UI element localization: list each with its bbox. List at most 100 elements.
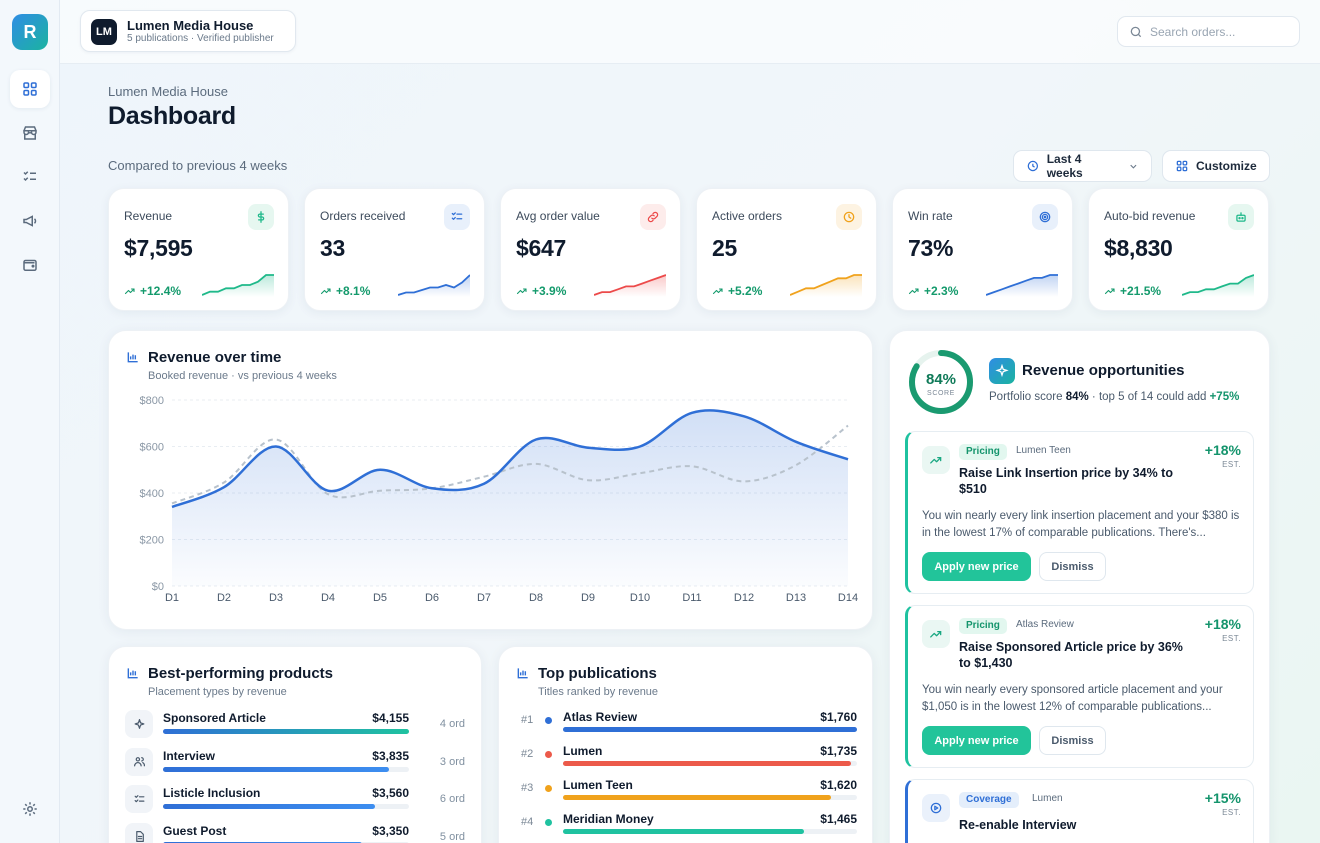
apply-new-price-button[interactable]: Apply new price bbox=[922, 552, 1031, 581]
y-tick-label: $400 bbox=[140, 488, 164, 500]
opportunity-publication: Lumen bbox=[1032, 793, 1063, 804]
sidebar: R bbox=[0, 0, 60, 843]
app-logo[interactable]: R bbox=[12, 14, 48, 50]
kpi-sparkline-area bbox=[1182, 275, 1254, 297]
kpi-card[interactable]: Orders received 33 +8.1% bbox=[304, 188, 485, 311]
customize-button[interactable]: Customize bbox=[1162, 150, 1270, 182]
kpi-sparkline bbox=[398, 274, 470, 297]
product-row[interactable]: Sponsored Article $4,155 4 ord bbox=[125, 710, 465, 746]
kpi-sparkline-area bbox=[790, 275, 862, 297]
publication-row[interactable]: #3 Lumen Teen $1,620 bbox=[521, 778, 857, 808]
opportunity-icon-box bbox=[922, 794, 950, 822]
kpi-value: $647 bbox=[516, 235, 566, 261]
kpi-icon-box bbox=[640, 204, 666, 230]
sparkle-icon bbox=[134, 718, 144, 729]
clock-icon bbox=[1027, 160, 1039, 172]
kpi-card[interactable]: Active orders 25 +5.2% bbox=[696, 188, 877, 311]
sidebar-item-marketplace[interactable] bbox=[10, 114, 50, 152]
kpi-value: $8,830 bbox=[1104, 235, 1173, 261]
opportunities-card: 84% SCORE Revenue opportunities Portfoli… bbox=[889, 330, 1270, 843]
grid-icon bbox=[23, 82, 37, 96]
publication-dot bbox=[545, 819, 552, 826]
score-ring: 84% SCORE bbox=[909, 350, 973, 414]
brand-name: Lumen Media House bbox=[127, 18, 254, 33]
topbar: LM Lumen Media House 5 publications · Ve… bbox=[60, 0, 1320, 64]
link-icon bbox=[647, 211, 659, 223]
kpi-delta: +2.3% bbox=[908, 284, 958, 298]
dollar-icon bbox=[257, 211, 265, 223]
opportunity-tag: Pricing bbox=[959, 444, 1007, 460]
product-row[interactable]: Listicle Inclusion $3,560 6 ord bbox=[125, 785, 465, 821]
current-series-area bbox=[172, 410, 848, 586]
search-box[interactable] bbox=[1117, 16, 1300, 47]
product-bar-fill bbox=[163, 841, 363, 843]
opportunity-card[interactable]: Coverage Lumen +15% EST. Re-enable Interview bbox=[905, 779, 1254, 843]
kpi-label: Active orders bbox=[712, 209, 783, 223]
grid-icon bbox=[1176, 160, 1188, 172]
kpi-delta: +21.5% bbox=[1104, 284, 1161, 298]
publication-row[interactable]: #1 Atlas Review $1,760 bbox=[521, 710, 857, 740]
products-card: Best-performing products Placement types… bbox=[108, 646, 482, 843]
kpi-card[interactable]: Revenue $7,595 +12.4% bbox=[108, 188, 289, 311]
sidebar-item-orders[interactable] bbox=[10, 158, 50, 196]
sidebar-item-dashboard[interactable] bbox=[10, 70, 50, 108]
publication-rank: #1 bbox=[521, 714, 534, 726]
trend-up-icon bbox=[124, 288, 135, 295]
publication-row[interactable]: #2 Lumen $1,735 bbox=[521, 744, 857, 774]
x-tick-label: D10 bbox=[630, 592, 650, 604]
revenue-chart-title: Revenue over time bbox=[148, 349, 282, 366]
kpi-sparkline-line bbox=[1182, 274, 1254, 296]
opportunity-description: You win nearly every sponsored article p… bbox=[922, 684, 1223, 713]
product-icon-box bbox=[125, 822, 153, 843]
product-row[interactable]: Interview $3,835 3 ord bbox=[125, 747, 465, 784]
opportunity-card[interactable]: Pricing Atlas Review +18% EST. Raise Sponsor… bbox=[905, 605, 1254, 768]
bar-chart-icon bbox=[127, 352, 138, 363]
x-tick-label: D8 bbox=[529, 592, 543, 604]
trend-up-icon bbox=[516, 288, 527, 295]
summary-score: 84% bbox=[1065, 391, 1089, 403]
brand-avatar: LM bbox=[91, 19, 117, 45]
trend-up-icon bbox=[1104, 288, 1115, 295]
dismiss-button[interactable]: Dismiss bbox=[1039, 552, 1106, 581]
sidebar-item-campaigns[interactable] bbox=[10, 202, 50, 240]
kpi-sparkline-line bbox=[986, 274, 1058, 296]
publication-value: $1,760 bbox=[820, 710, 857, 724]
kpi-value: 33 bbox=[320, 235, 345, 261]
opportunity-card[interactable]: Pricing Lumen Teen +18% EST. Raise Link Inse… bbox=[905, 431, 1254, 594]
brand-subtitle: 5 publications · Verified publisher bbox=[127, 33, 274, 44]
x-tick-label: D5 bbox=[373, 592, 387, 604]
revenue-chart-subtitle: Booked revenue · vs previous 4 weeks bbox=[148, 370, 337, 382]
x-tick-label: D7 bbox=[477, 592, 491, 604]
publication-bar-fill bbox=[563, 727, 857, 732]
kpi-card[interactable]: Avg order value $647 +3.9% bbox=[500, 188, 681, 311]
publication-dot bbox=[545, 717, 552, 724]
publication-rank: #2 bbox=[521, 748, 534, 760]
product-bar-track bbox=[163, 766, 409, 772]
sidebar-item-settings[interactable] bbox=[10, 790, 50, 828]
bar-chart-icon bbox=[517, 668, 528, 679]
apply-new-price-button[interactable]: Apply new price bbox=[922, 726, 1031, 755]
page-eyebrow: Lumen Media House bbox=[108, 84, 228, 99]
kpi-sparkline bbox=[790, 274, 862, 297]
date-range-select[interactable]: Last 4 weeks bbox=[1013, 150, 1152, 182]
product-name: Guest Post bbox=[163, 823, 227, 838]
search-input[interactable] bbox=[1150, 21, 1295, 43]
dismiss-button[interactable]: Dismiss bbox=[1039, 726, 1106, 755]
kpi-card[interactable]: Win rate 73% +2.3% bbox=[892, 188, 1073, 311]
brand-switcher[interactable]: LM Lumen Media House 5 publications · Ve… bbox=[80, 10, 296, 52]
kpi-delta-value: +8.1% bbox=[336, 284, 371, 298]
trend-up-icon bbox=[930, 457, 942, 464]
kpi-sparkline bbox=[594, 274, 666, 297]
publication-row[interactable]: #4 Meridian Money $1,465 bbox=[521, 812, 857, 842]
kpi-icon-box bbox=[444, 204, 470, 230]
product-row[interactable]: Guest Post $3,350 5 ord bbox=[125, 822, 465, 843]
sidebar-item-wallet[interactable] bbox=[10, 246, 50, 284]
current-series-line bbox=[171, 409, 849, 509]
play-icon bbox=[930, 802, 942, 814]
product-value: $4,155 bbox=[372, 711, 409, 725]
summary-add: +75% bbox=[1209, 391, 1240, 403]
x-tick-label: D12 bbox=[734, 592, 754, 604]
doc-icon bbox=[135, 831, 144, 842]
opportunity-publication: Atlas Review bbox=[1016, 619, 1074, 630]
kpi-card[interactable]: Auto-bid revenue $8,830 +21.5% bbox=[1088, 188, 1269, 311]
